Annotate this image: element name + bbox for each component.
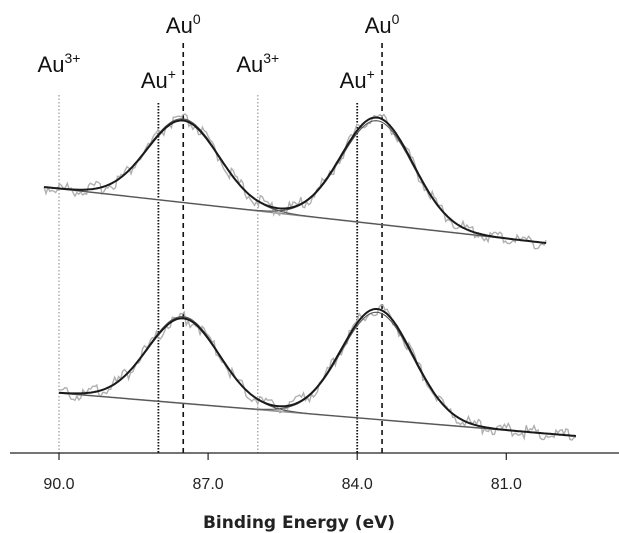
spectrum-bottom [58,304,577,441]
species-label: Au3+ [236,50,279,77]
x-tick-label: 81.0 [491,476,522,493]
species-label: Au0 [166,11,201,38]
component-curve [44,120,547,244]
x-tick-label: 84.0 [342,476,373,493]
species-label: Au0 [365,11,400,38]
species-annotations: Au3+ Au+ Au0 Au3+ Au+ Au0 [38,11,400,93]
species-label: Au3+ [38,50,81,77]
species-label: Au+ [141,66,176,93]
spectra [43,113,577,441]
x-axis-ticks: 90.0 87.0 84.0 81.0 [43,453,522,493]
component-curve [58,316,576,437]
raw-data-line [43,113,547,250]
x-axis-label: Binding Energy (eV) [203,513,395,533]
fit-envelope-line [58,308,576,437]
x-tick-label: 87.0 [193,476,224,493]
spectrum-top [43,113,547,250]
fit-envelope-line [43,116,547,244]
component-curve [44,118,547,244]
x-tick-label: 90.0 [43,476,74,493]
raw-data-line [58,304,577,441]
species-label: Au+ [340,66,375,93]
component-curve [58,311,576,437]
